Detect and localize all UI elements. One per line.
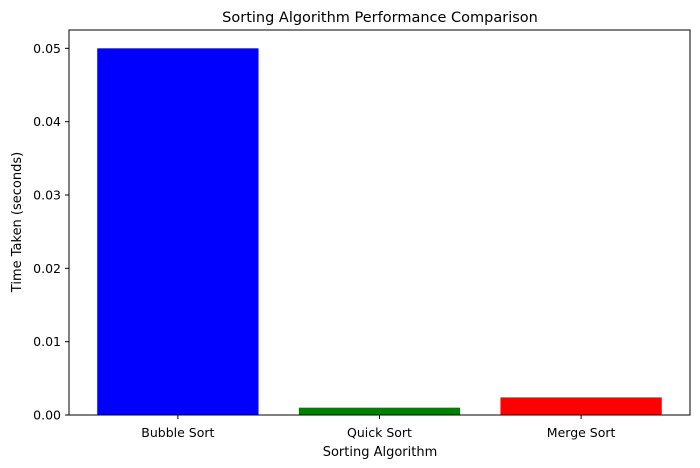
bar-bubble-sort (97, 48, 259, 415)
y-tick-label: 0.01 (33, 334, 61, 349)
x-tick-label: Merge Sort (547, 425, 616, 440)
y-axis-label: Time Taken (seconds) (10, 152, 25, 293)
bar-quick-sort (298, 407, 461, 415)
bar-merge-sort (500, 397, 662, 415)
y-tick-label: 0.04 (33, 114, 61, 129)
x-axis: Bubble Sort Quick Sort Merge Sort (141, 415, 616, 440)
x-tick-label: Quick Sort (347, 425, 412, 440)
y-axis: 0.00 0.01 0.02 0.03 0.04 0.05 (33, 41, 69, 423)
x-tick-label: Bubble Sort (141, 425, 214, 440)
y-tick-label: 0.05 (33, 41, 61, 56)
y-tick-label: 0.02 (33, 261, 61, 276)
y-tick-label: 0.03 (33, 188, 61, 203)
y-tick-label: 0.00 (33, 408, 61, 423)
bars (97, 48, 662, 415)
x-axis-label: Sorting Algorithm (323, 445, 438, 460)
chart-title: Sorting Algorithm Performance Comparison (222, 10, 538, 26)
